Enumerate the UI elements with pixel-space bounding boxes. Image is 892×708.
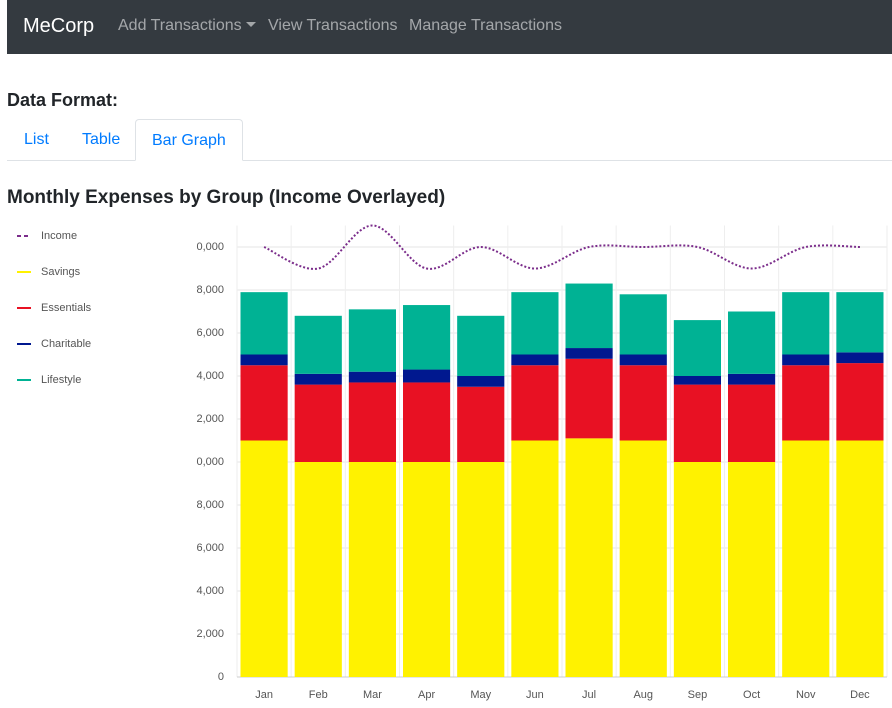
bar-segment — [619, 294, 667, 355]
x-tick-label: Jan — [255, 689, 273, 701]
bar-segment — [673, 384, 721, 462]
x-tick-label: Aug — [633, 689, 653, 701]
y-tick-label: 2,000 — [196, 628, 224, 640]
bar-segment — [836, 292, 884, 353]
bar-segment — [782, 365, 830, 441]
bar-segment — [457, 386, 505, 462]
bar-segment — [403, 305, 451, 370]
bar-segment — [836, 440, 884, 677]
tab-border — [7, 160, 892, 161]
bar-segment — [619, 354, 667, 366]
bar-segment — [619, 365, 667, 441]
x-tick-label: May — [470, 689, 491, 701]
bar-segment — [782, 354, 830, 366]
bar-segment — [348, 382, 396, 462]
tab[interactable]: Table — [82, 131, 121, 148]
bar-segment — [511, 354, 559, 366]
bar-segment — [240, 354, 288, 366]
bar-segment — [240, 440, 288, 677]
bar-segment — [457, 462, 505, 677]
bar-segment — [294, 384, 342, 462]
x-tick-label: Nov — [796, 689, 816, 701]
y-tick-label: 0,000 — [196, 456, 224, 468]
legend-label: Income — [41, 230, 77, 242]
bar-segment — [403, 462, 451, 677]
legend-label: Lifestyle — [41, 374, 81, 386]
nav-link[interactable]: Manage Transactions — [409, 17, 562, 34]
bar-segment — [782, 292, 830, 355]
y-tick-label: 4,000 — [196, 585, 224, 597]
bar-segment — [565, 358, 613, 439]
bar-segment — [728, 384, 776, 462]
x-tick-label: Sep — [688, 689, 708, 701]
y-tick-label: 0 — [218, 671, 224, 683]
bar-segment — [728, 462, 776, 677]
bar-segment — [511, 292, 559, 355]
bar-segment — [348, 462, 396, 677]
bar-segment — [403, 382, 451, 462]
x-tick-label: Apr — [418, 689, 435, 701]
y-tick-label: 8,000 — [196, 499, 224, 511]
bar-segment — [240, 292, 288, 355]
x-tick-label: Mar — [363, 689, 382, 701]
x-tick-label: Oct — [743, 689, 760, 701]
bar-segment — [728, 373, 776, 385]
bar-segment — [240, 365, 288, 441]
bar-segment — [836, 352, 884, 364]
heading: Data Format: — [7, 90, 119, 110]
bar-segment — [565, 438, 613, 677]
bar-segment — [673, 462, 721, 677]
nav-link[interactable]: View Transactions — [268, 17, 398, 34]
y-tick-label: 8,000 — [196, 284, 224, 296]
nav-link-text[interactable]: Add Transactions — [118, 17, 242, 34]
bar-segment — [348, 309, 396, 372]
bar-segment — [294, 462, 342, 677]
bar-segment — [403, 369, 451, 383]
navbar: MeCorp Add Transactions View Transaction… — [7, 0, 892, 54]
x-tick-label: Jul — [582, 689, 596, 701]
y-tick-label: 6,000 — [196, 327, 224, 339]
bar-segment — [673, 376, 721, 385]
nav-link[interactable]: Add Transactions — [118, 17, 256, 35]
bar-segment — [782, 440, 830, 677]
y-tick-label: 6,000 — [196, 542, 224, 554]
bar-segment — [294, 373, 342, 385]
bar-segment — [673, 320, 721, 376]
bar-segment — [565, 283, 613, 349]
tab[interactable]: Bar Graph — [135, 119, 243, 161]
bar-segment — [511, 365, 559, 441]
chart-title: Monthly Expenses by Group (Income Overla… — [7, 187, 446, 208]
brand[interactable]: MeCorp — [23, 15, 95, 37]
y-tick-label: 4,000 — [196, 370, 224, 382]
bar-segment — [294, 315, 342, 374]
y-tick-label: 0,000 — [196, 241, 224, 253]
bar-segment — [728, 311, 776, 374]
x-tick-label: Feb — [309, 689, 328, 701]
bar-segment — [457, 315, 505, 376]
bar-segment — [619, 440, 667, 677]
y-tick-label: 2,000 — [196, 413, 224, 425]
bar-segment — [457, 376, 505, 387]
legend-label: Savings — [41, 266, 81, 278]
caret — [245, 22, 256, 27]
bar-segment — [836, 363, 884, 441]
x-tick-label: Jun — [526, 689, 544, 701]
bar-segment — [511, 440, 559, 677]
income-line — [263, 224, 860, 270]
legend-label: Essentials — [41, 302, 92, 314]
x-tick-label: Dec — [850, 689, 870, 701]
bar-segment — [565, 348, 613, 359]
bar-segment — [348, 371, 396, 383]
chart: 0 2,000 4,000 6,000 8,000 0,000 2,000 4,000 6,00… — [17, 224, 888, 701]
legend-label: Charitable — [41, 338, 91, 350]
tab[interactable]: List — [24, 131, 49, 148]
